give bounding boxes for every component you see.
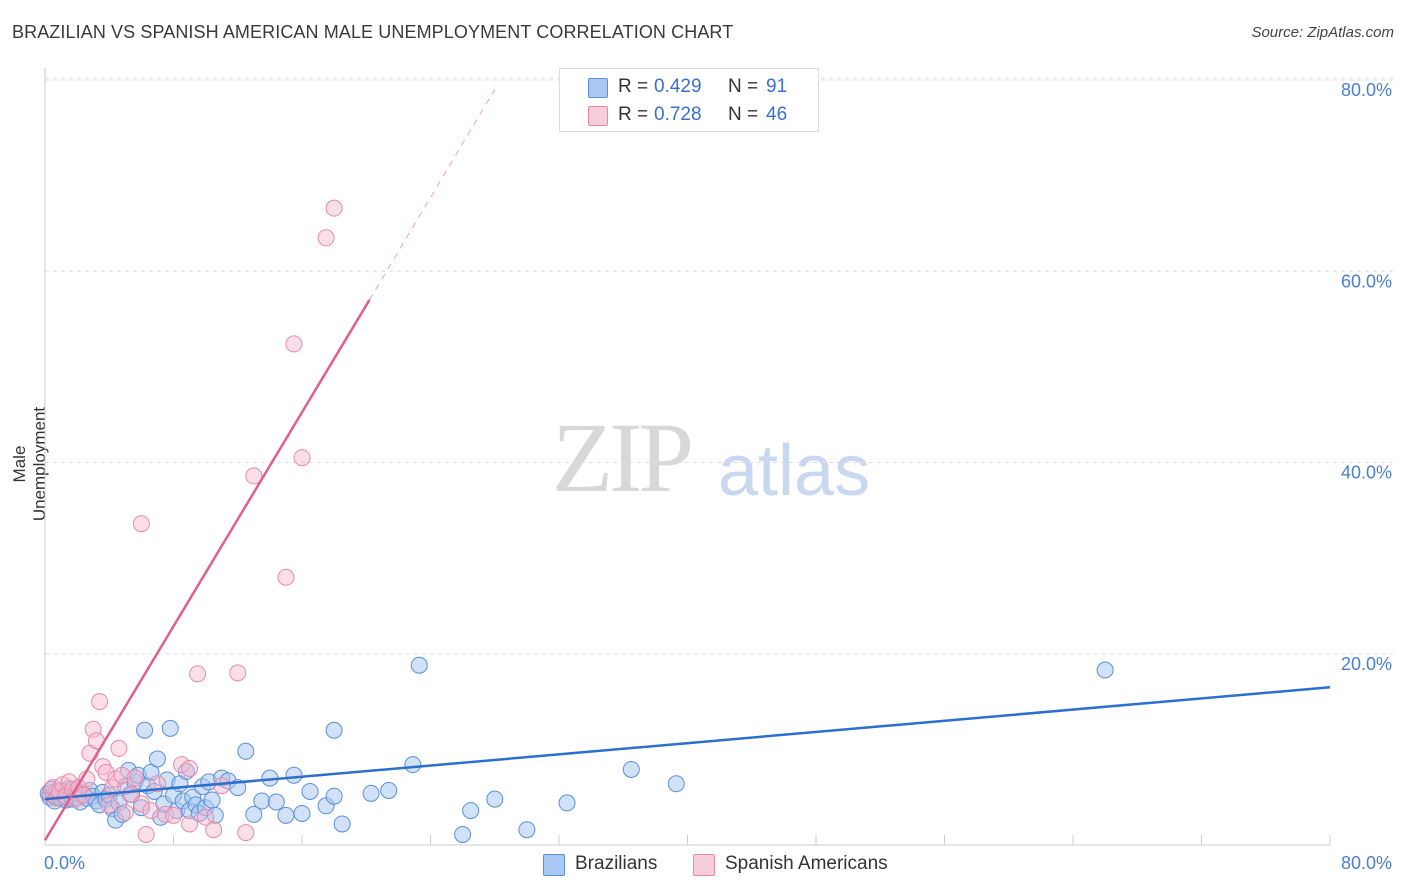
legend-n-value: 91 (766, 76, 788, 97)
point-spanish-americans (137, 825, 155, 843)
point-brazilians (380, 781, 398, 799)
point-spanish-americans (325, 199, 343, 217)
point-spanish-americans (237, 824, 255, 842)
legend-n-value: 46 (766, 104, 788, 125)
point-spanish-americans (173, 756, 191, 774)
point-spanish-americans (110, 739, 128, 757)
legend-row-spanish-americans: R = 0.728 N = 46 (560, 101, 818, 129)
point-brazilians (325, 787, 343, 805)
trend-line-brazilians (44, 685, 1331, 801)
point-spanish-americans (277, 568, 295, 586)
point-brazilians (362, 784, 380, 802)
watermark-zip: ZIP (552, 402, 694, 513)
point-brazilians (518, 821, 536, 839)
point-spanish-americans (293, 449, 311, 467)
legend-swatch-pink (588, 106, 608, 126)
legend-r-label: R = (618, 76, 649, 97)
point-spanish-americans (132, 515, 150, 533)
correlation-legend: R = 0.429 N = 91 R = 0.728 N = 46 (559, 68, 819, 132)
point-brazilians (148, 750, 166, 768)
legend-r-value: 0.728 (654, 104, 702, 125)
point-spanish-americans (126, 769, 144, 787)
point-brazilians (462, 802, 480, 820)
point-brazilians (253, 792, 271, 810)
point-spanish-americans (113, 766, 131, 784)
point-brazilians (1096, 661, 1114, 679)
series-spanish-americans (41, 199, 343, 843)
point-brazilians (622, 760, 640, 778)
bottom-legend-label: Brazilians (575, 853, 658, 874)
point-spanish-americans (245, 467, 263, 485)
point-spanish-americans (100, 796, 118, 814)
legend-row-brazilians: R = 0.429 N = 91 (560, 73, 818, 101)
point-spanish-americans (317, 229, 335, 247)
point-brazilians (667, 775, 685, 793)
point-brazilians (267, 793, 285, 811)
watermark-atlas: atlas (718, 431, 871, 511)
point-brazilians (301, 782, 319, 800)
point-spanish-americans (213, 777, 231, 795)
point-brazilians (454, 825, 472, 843)
point-brazilians (558, 794, 576, 812)
y-tick-label: 80.0% (1341, 80, 1392, 100)
point-spanish-americans (165, 806, 182, 824)
point-brazilians (404, 756, 422, 774)
point-spanish-americans (285, 335, 303, 353)
y-tick-label: 20.0% (1341, 654, 1392, 674)
chart-source: Source: ZipAtlas.com (1251, 24, 1394, 41)
grid (45, 77, 1395, 655)
point-brazilians (161, 719, 179, 737)
bottom-legend-swatch-pink (693, 854, 715, 876)
point-brazilians (486, 790, 504, 808)
bottom-legend-swatch-blue (543, 854, 565, 876)
point-brazilians (245, 805, 263, 823)
point-brazilians (293, 804, 311, 822)
trend-lines (43, 89, 1331, 841)
point-brazilians (237, 742, 255, 760)
point-brazilians (136, 721, 154, 739)
point-spanish-americans (142, 802, 160, 820)
bottom-legend-label: Spanish Americans (725, 853, 888, 874)
legend-n-label: N = (728, 104, 759, 125)
tick-labels: 20.0% 40.0% 60.0% 80.0% 0.0% 80.0% (44, 80, 1392, 873)
point-brazilians (132, 799, 150, 817)
chart-title: BRAZILIAN VS SPANISH AMERICAN MALE UNEMP… (12, 22, 734, 42)
point-brazilians (410, 656, 428, 674)
x-tick-label: 80.0% (1341, 853, 1392, 873)
legend-r-value: 0.429 (654, 76, 702, 97)
axes (44, 68, 1331, 846)
point-spanish-americans (116, 803, 134, 821)
point-spanish-americans (189, 665, 207, 683)
legend-swatch-blue (588, 78, 608, 98)
point-spanish-americans (91, 693, 109, 711)
y-tick-label: 60.0% (1341, 271, 1392, 291)
point-brazilians (277, 806, 295, 824)
x-tick-label: 0.0% (44, 853, 85, 873)
point-spanish-americans (132, 795, 150, 813)
point-brazilians (325, 721, 343, 739)
point-spanish-americans (197, 808, 215, 826)
legend-r-label: R = (618, 104, 649, 125)
point-spanish-americans (181, 760, 199, 777)
y-tick-label: 40.0% (1341, 463, 1392, 483)
point-spanish-americans (205, 821, 223, 839)
point-brazilians (333, 815, 351, 833)
point-brazilians (113, 805, 131, 823)
trend-line-spanish-americans (43, 299, 371, 841)
point-brazilians (203, 791, 221, 809)
point-spanish-americans (94, 758, 112, 776)
point-spanish-americans (181, 815, 199, 833)
point-spanish-americans (97, 763, 115, 781)
point-brazilians (285, 766, 303, 784)
trend-line-spanish-americans-extension (369, 89, 496, 301)
legend-n-label: N = (728, 76, 759, 97)
point-spanish-americans (229, 664, 247, 682)
